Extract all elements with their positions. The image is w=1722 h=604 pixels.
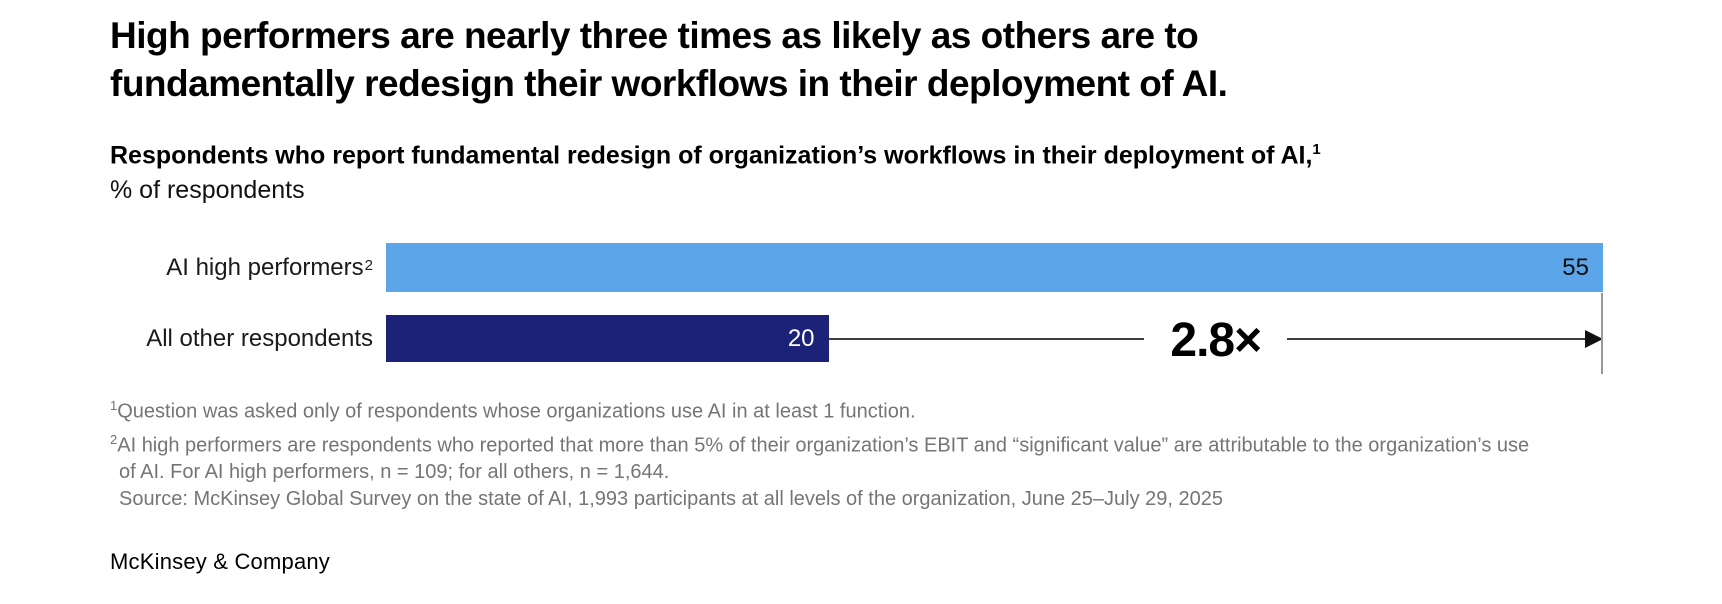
- bar-chart: AI high performers 2 55 All other respond…: [110, 243, 1604, 374]
- bar-label-high-performers: AI high performers 2: [110, 243, 373, 292]
- footnote-text: Source: McKinsey Global Survey on the st…: [119, 488, 1223, 511]
- footnote-text: Question was asked only of respondents w…: [117, 400, 916, 423]
- chart-subtitle-text: Respondents who report fundamental redes…: [110, 141, 1313, 170]
- bar-track-other: 20 2.8×: [386, 313, 1604, 367]
- ratio-label: 2.8×: [1170, 313, 1262, 367]
- mckinsey-wordmark: McKinsey & Company: [110, 549, 331, 574]
- footnote-line: 2AI high performers are respondents who …: [110, 426, 1529, 460]
- bar-track-high: 55: [386, 243, 1603, 292]
- bar-other-respondents: 20: [386, 315, 829, 362]
- footnote-text: AI high performers are respondents who r…: [117, 434, 1530, 457]
- footnotes: 1Question was asked only of respondents …: [110, 392, 1529, 513]
- footnote-text: of AI. For AI high performers, n = 109; …: [119, 461, 670, 484]
- ratio-annotation: 2.8×: [828, 313, 1604, 367]
- bar-row-high-performers: AI high performers 2 55: [110, 243, 1603, 292]
- unit-label: % of respondents: [110, 176, 305, 204]
- footnote-line: 1Question was asked only of respondents …: [110, 392, 1529, 426]
- ratio-line-right: [1287, 329, 1604, 348]
- footnote-line: of AI. For AI high performers, n = 109; …: [110, 459, 1529, 486]
- bar-label-other-respondents: All other respondents: [110, 315, 373, 362]
- bar-row-other-respondents: All other respondents 20 2.8×: [110, 313, 1604, 367]
- page-title: High performers are nearly three times a…: [110, 15, 1228, 104]
- bar-high-performers: 55: [386, 243, 1603, 292]
- footnote-superscript: 1: [110, 398, 118, 413]
- bar-value-other: 20: [787, 324, 815, 352]
- axis-end-line: [1601, 293, 1603, 374]
- footnote-source-line: Source: McKinsey Global Survey on the st…: [110, 486, 1529, 513]
- bar-label-superscript: 2: [364, 257, 373, 274]
- subtitle-superscript: 1: [1312, 141, 1321, 158]
- ratio-line-left: [828, 337, 1145, 340]
- footnote-superscript: 2: [110, 431, 118, 447]
- bar-label-text: AI high performers: [166, 253, 364, 281]
- bar-label-text: All other respondents: [146, 324, 373, 352]
- arrowhead-icon: [1585, 329, 1604, 348]
- chart-subtitle: Respondents who report fundamental redes…: [110, 141, 1321, 170]
- bar-value-high: 55: [1562, 253, 1589, 281]
